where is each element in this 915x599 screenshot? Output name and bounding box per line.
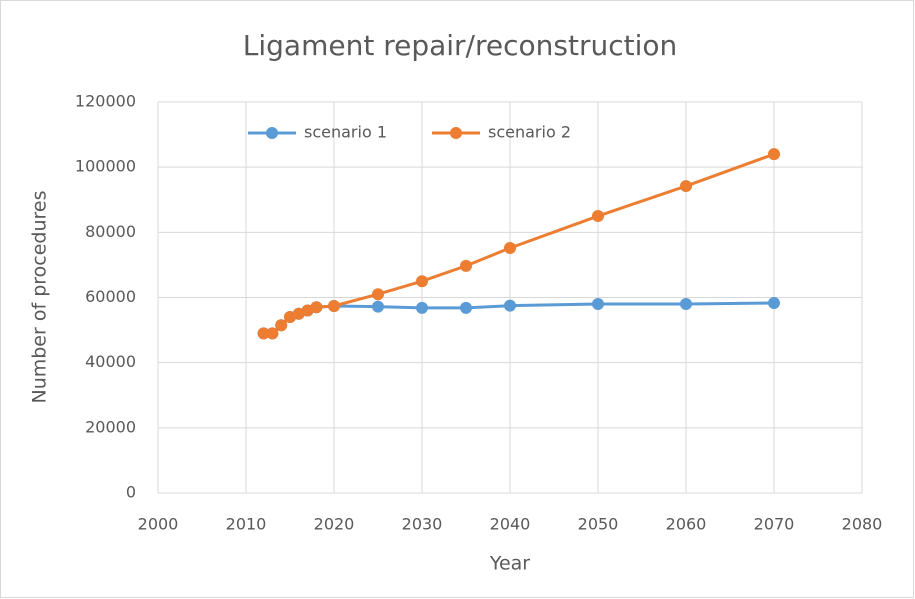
data-point [275, 319, 288, 332]
x-tick-label: 2050 [578, 515, 619, 534]
legend-label: scenario 2 [488, 123, 571, 142]
data-point [460, 301, 472, 314]
x-tick-label: 2070 [754, 515, 795, 534]
data-point [504, 299, 516, 312]
x-tick-label: 2080 [842, 515, 883, 534]
data-point [592, 210, 604, 223]
data-point [680, 298, 692, 311]
data-point [768, 297, 780, 310]
y-tick-label: 100000 [75, 157, 136, 176]
x-tick-label: 2040 [490, 515, 531, 534]
data-point [460, 259, 472, 272]
x-tick-label: 2060 [666, 515, 707, 534]
data-point [768, 148, 780, 161]
y-tick-label: 60000 [85, 287, 136, 306]
data-point [372, 288, 384, 301]
data-point [266, 327, 279, 340]
data-point [372, 300, 384, 313]
x-tick-label: 2030 [402, 515, 443, 534]
data-point [257, 327, 270, 340]
legend-marker [450, 127, 462, 139]
y-tick-label: 0 [126, 483, 136, 502]
y-tick-label: 40000 [85, 352, 136, 371]
y-tick-label: 120000 [75, 92, 136, 111]
data-point [592, 298, 604, 311]
y-tick-label: 20000 [85, 417, 136, 436]
data-point [504, 241, 516, 254]
data-point [328, 299, 340, 312]
data-point [310, 301, 323, 314]
data-point [416, 275, 428, 288]
data-point [680, 180, 692, 193]
legend-label: scenario 1 [304, 123, 387, 142]
data-point [416, 301, 428, 314]
x-axis-label: Year [489, 553, 530, 575]
legend-marker [266, 127, 278, 139]
x-tick-label: 2010 [226, 515, 267, 534]
y-axis-label: Number of procedures [29, 190, 51, 403]
x-tick-label: 2020 [314, 515, 355, 534]
y-tick-label: 80000 [85, 222, 136, 241]
chart-title: Ligament repair/reconstruction [243, 29, 677, 62]
x-tick-label: 2000 [138, 515, 179, 534]
